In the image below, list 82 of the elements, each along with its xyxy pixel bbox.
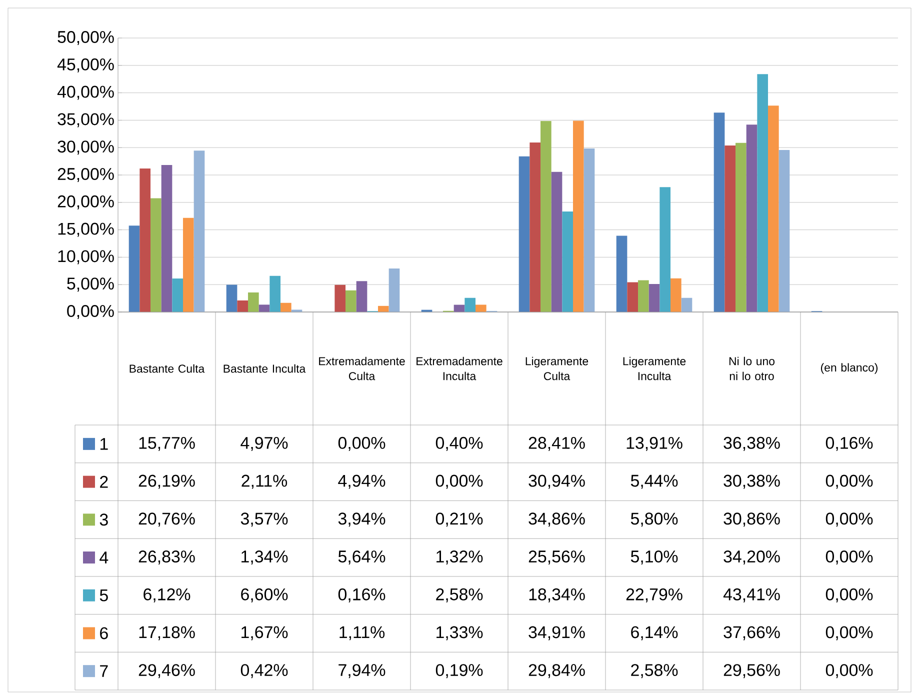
data-label: 13,91%	[626, 436, 682, 451]
data-label: 37,66%	[724, 626, 780, 640]
data-label: 26,19%	[138, 474, 195, 489]
data-label: 6,12%	[144, 588, 190, 602]
data-label: 43,41%	[723, 588, 780, 602]
data-label: 25,56%	[528, 550, 585, 565]
legend-label: 7	[100, 665, 108, 677]
x-tick-label: (en blanco)	[820, 363, 878, 374]
legend-label: 3	[100, 514, 108, 526]
y-tick-label: 35,00%	[58, 113, 114, 128]
data-label: 29,56%	[724, 664, 780, 678]
legend-label: 4	[100, 552, 108, 564]
data-label: 0,19%	[436, 664, 483, 678]
data-label: 28,41%	[528, 436, 585, 451]
y-tick-label: 40,00%	[57, 86, 114, 100]
data-label: 2,11%	[242, 474, 288, 489]
data-label: 0,16%	[826, 436, 873, 451]
data-label: 0,00%	[826, 512, 873, 527]
data-label: 30,38%	[724, 474, 780, 489]
data-label: 15,77%	[139, 436, 195, 451]
data-label: 0,21%	[436, 512, 483, 527]
data-label: 1,67%	[242, 626, 288, 640]
data-label: 0,00%	[338, 436, 386, 451]
x-tick-label: Bastante Inculta	[224, 364, 306, 373]
data-label: 1,33%	[436, 626, 483, 640]
data-label: 1,11%	[340, 626, 385, 640]
x-tick-label: Ni lo uno ni lo otro	[729, 356, 775, 380]
data-label: 30,94%	[528, 474, 585, 489]
data-label: 3,94%	[338, 512, 386, 527]
data-label: 0,00%	[826, 626, 873, 640]
y-tick-label: 50,00%	[58, 31, 114, 46]
data-label: 34,86%	[528, 512, 585, 527]
data-label: 26,83%	[138, 550, 195, 565]
y-tick-label: 45,00%	[57, 58, 114, 72]
data-label: 36,38%	[724, 436, 780, 451]
x-tick-label: Ligeramente Culta	[526, 356, 588, 380]
data-label: 30,86%	[724, 512, 780, 527]
data-label: 0,42%	[240, 664, 288, 678]
legend-label: 5	[100, 589, 108, 602]
data-label: 1,34%	[242, 550, 288, 565]
data-label: 4,97%	[240, 436, 288, 451]
data-label: 1,32%	[436, 550, 483, 565]
data-label: 6,14%	[631, 626, 678, 640]
data-label: 6,60%	[241, 588, 288, 602]
data-label: 5,44%	[630, 474, 678, 489]
legend-label: 1	[100, 438, 108, 450]
data-label: 0,00%	[826, 474, 873, 489]
y-tick-label: 10,00%	[58, 250, 114, 264]
data-label: 7,94%	[338, 664, 386, 678]
data-label: 34,91%	[528, 626, 585, 640]
legend-label: 6	[100, 627, 108, 640]
data-label: 0,00%	[826, 550, 873, 565]
data-label: 29,84%	[528, 664, 585, 678]
data-label: 34,20%	[724, 550, 780, 565]
data-label: 2,58%	[631, 664, 678, 678]
y-tick-label: 0,00%	[67, 305, 114, 320]
data-label: 22,79%	[626, 588, 682, 602]
data-label: 29,46%	[138, 664, 195, 678]
data-label: 2,58%	[436, 588, 483, 602]
data-label: 0,00%	[436, 474, 483, 489]
data-label: 4,94%	[338, 474, 386, 489]
data-label: 0,16%	[338, 588, 386, 602]
data-label: 0,40%	[436, 436, 483, 451]
data-label: 0,00%	[826, 664, 873, 678]
y-tick-label: 5,00%	[67, 278, 114, 292]
data-label: 17,18%	[139, 626, 195, 640]
data-label: 5,64%	[338, 550, 386, 565]
x-tick-label: Extremadamente Culta	[319, 356, 405, 380]
data-label: 18,34%	[529, 588, 585, 602]
data-label: 5,80%	[630, 512, 678, 527]
x-tick-label: Ligeramente Inculta	[623, 356, 686, 380]
x-tick-label: Bastante Culta	[130, 364, 205, 373]
data-label: 20,76%	[138, 512, 195, 527]
y-tick-label: 20,00%	[58, 195, 114, 210]
x-tick-label: Extremadamente Inculta	[416, 356, 502, 380]
legend-label: 2	[100, 476, 108, 488]
data-label: 5,10%	[630, 550, 678, 565]
data-label: 3,57%	[240, 512, 288, 527]
y-tick-label: 15,00%	[58, 222, 114, 237]
data-label: 0,00%	[826, 588, 873, 602]
y-tick-label: 25,00%	[58, 168, 114, 182]
y-tick-label: 30,00%	[58, 140, 114, 155]
